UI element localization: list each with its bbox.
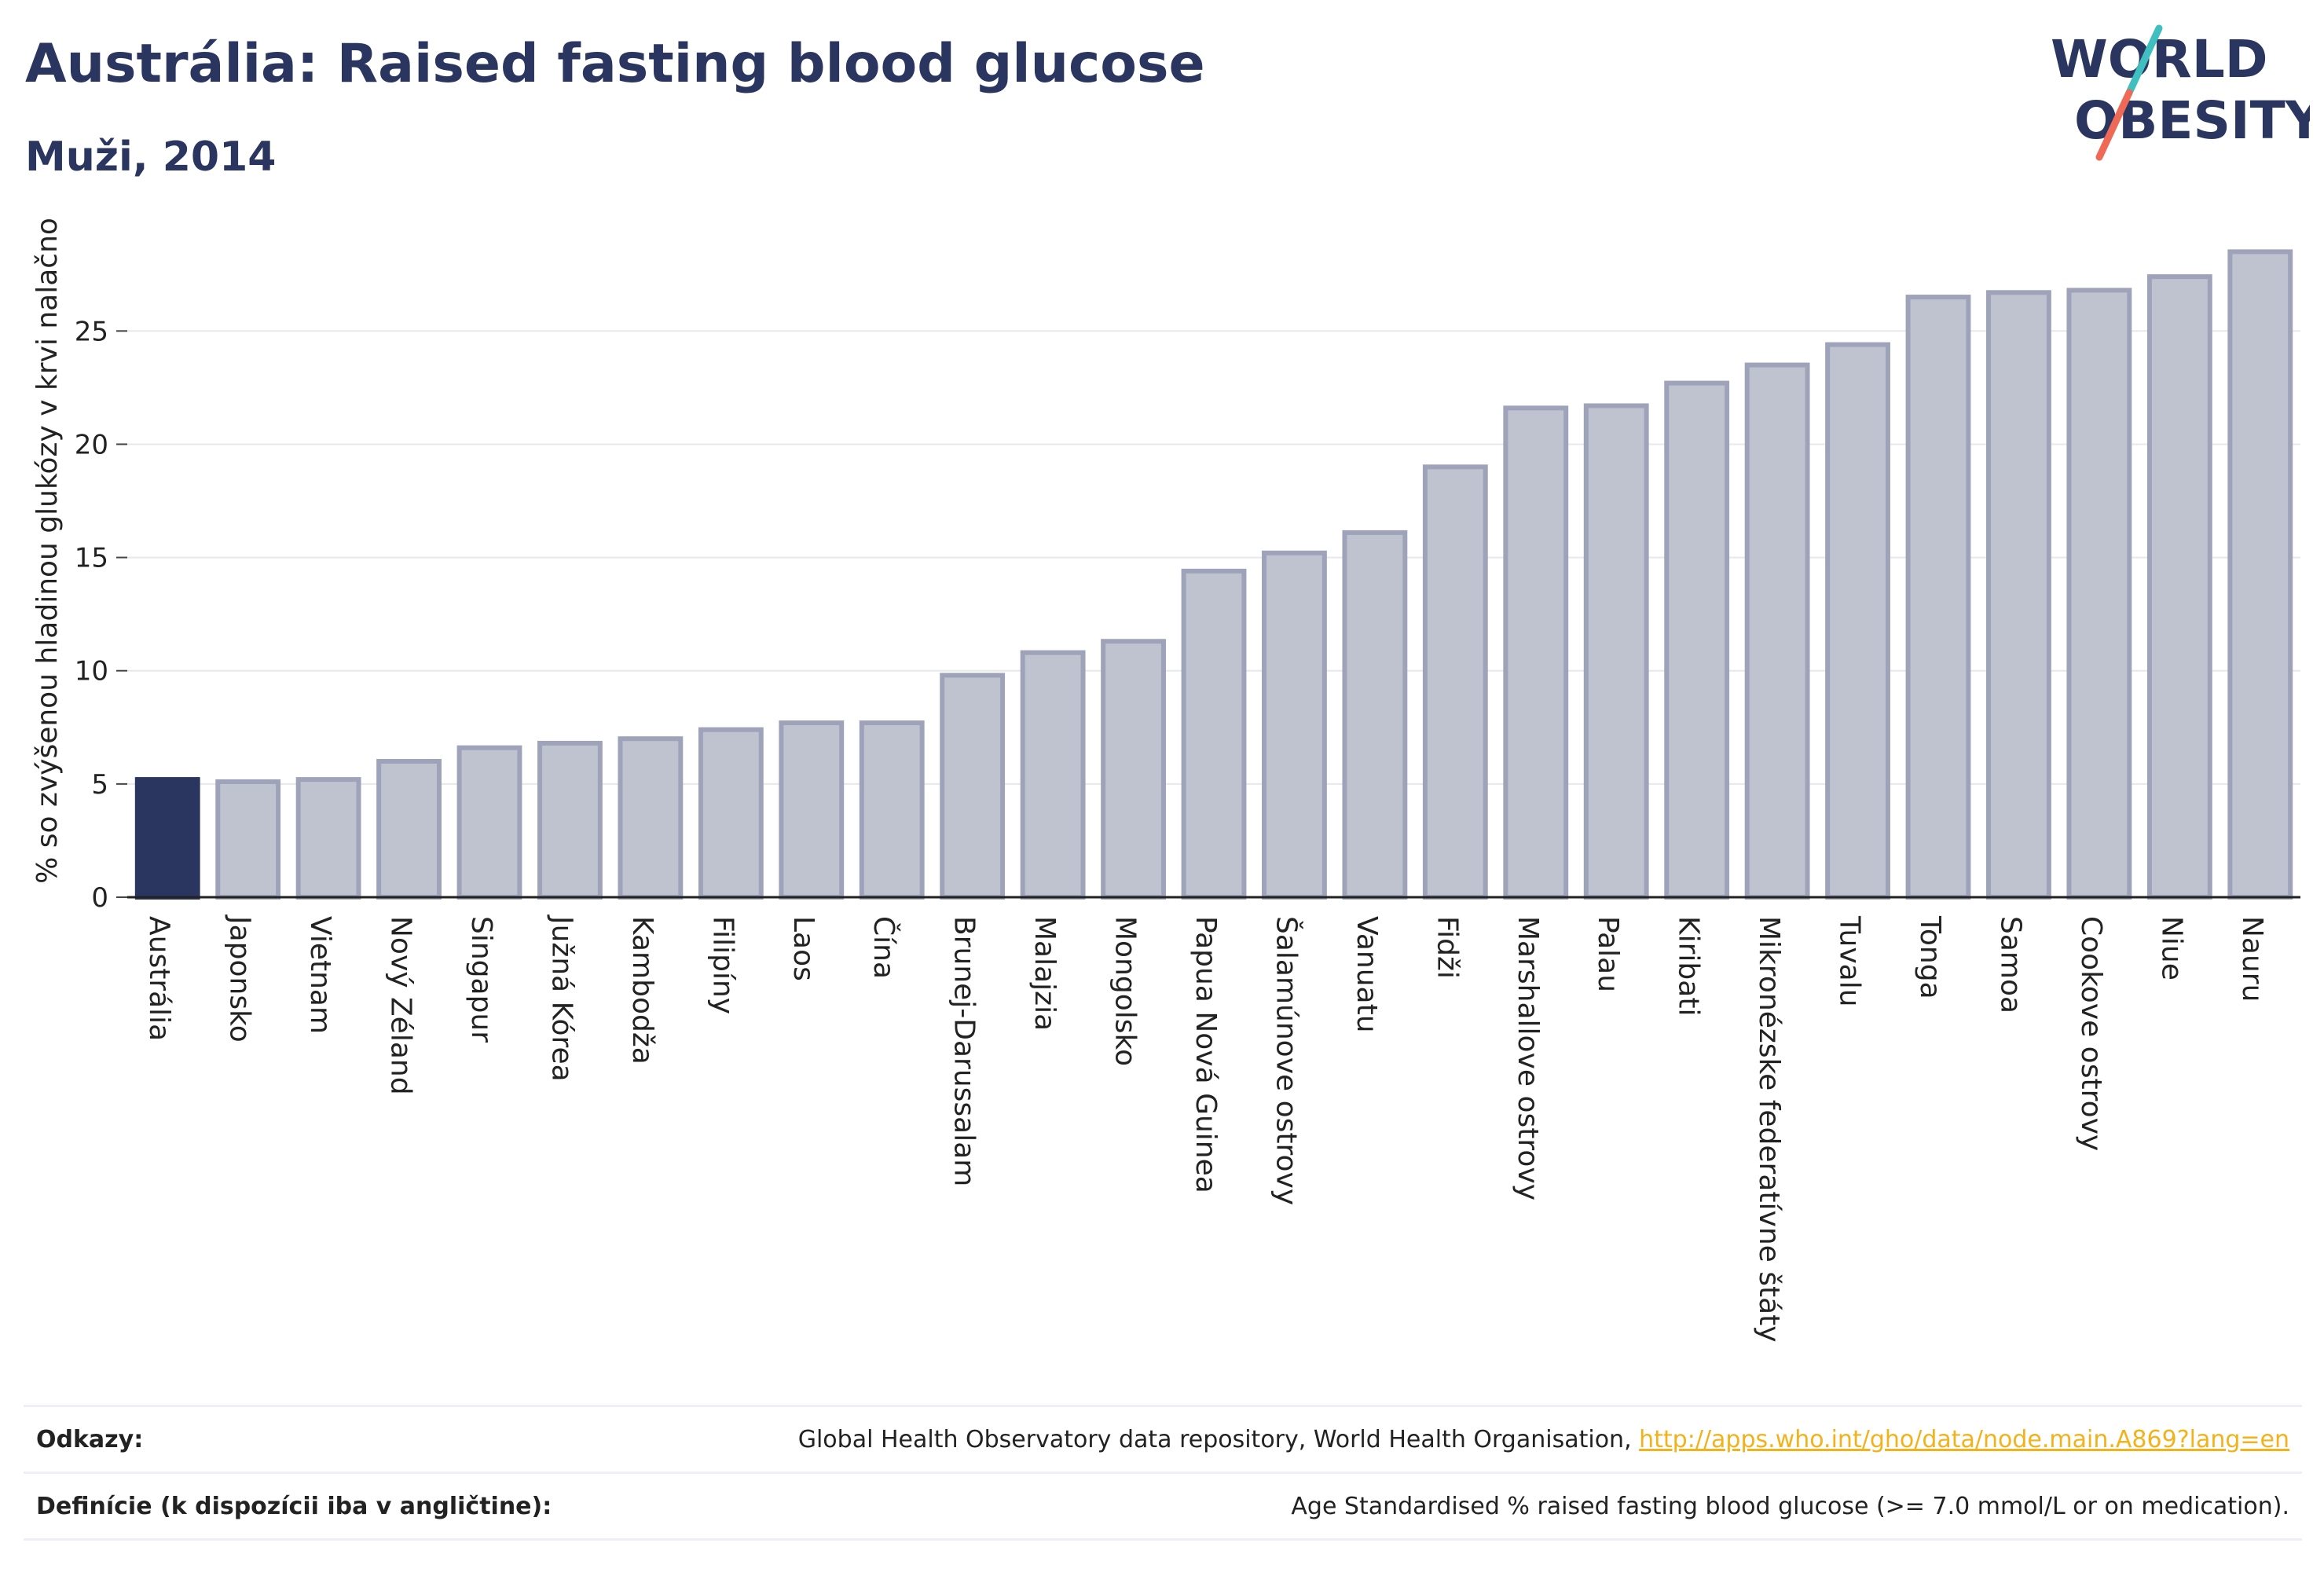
x-tick-labels: Austrália Japonsko Vietnam Nový Zéland Singa… (143, 914, 2268, 1343)
x-tick-label: Filipíny (706, 916, 739, 1014)
x-tick-label: Nauru (2236, 916, 2268, 1002)
references-text: Global Health Observatory data repositor… (797, 1425, 1640, 1453)
x-tick-label: Šalamúnove ostrovy (1270, 916, 1303, 1205)
x-tick-label: Nový Zéland (385, 916, 417, 1095)
definitions-row: Definície (k dispozícii iba v angličtine… (24, 1472, 2302, 1538)
bars (134, 249, 2293, 900)
definitions-text: Age Standardised % raised fasting blood … (1291, 1492, 2289, 1520)
x-tick-label: Čína (867, 916, 900, 979)
bar-0[interactable] (134, 777, 200, 900)
chart-subtitle: Muži, 2014 (25, 134, 277, 181)
references-row: Odkazy: Global Health Observatory data r… (24, 1405, 2302, 1472)
y-tick-label: 15 (75, 543, 108, 574)
y-tick-label: 20 (75, 429, 108, 460)
logo-slash-teal (2125, 24, 2163, 97)
bar-3[interactable] (376, 759, 442, 900)
bar-23[interactable] (1986, 290, 2051, 900)
x-tick-label: Vanuatu (1351, 916, 1383, 1033)
x-tick-label: Singapur (465, 916, 497, 1043)
x-tick-label: Kiribati (1673, 916, 1705, 1016)
x-tick-label: Papua Nová Guinea (1189, 916, 1222, 1193)
bar-13[interactable] (1181, 568, 1247, 900)
bar-10[interactable] (940, 673, 1006, 900)
y-axis-label: % so zvýšenou hladinou glukózy v krvi na… (31, 218, 64, 884)
references-value: Global Health Observatory data repositor… (798, 1426, 2302, 1453)
x-tick-label: Brunej-Darussalam (948, 916, 981, 1186)
y-tick-label: 25 (75, 316, 108, 347)
x-tick-label: Mongolsko (1109, 916, 1142, 1066)
chart-title: Austrália: Raised fasting blood glucose (25, 33, 1205, 95)
bar-1[interactable] (215, 779, 281, 900)
bar-17[interactable] (1503, 405, 1569, 900)
bar-9[interactable] (859, 720, 925, 900)
x-tick-label: Mikronézske federatívne štáty (1753, 916, 1785, 1343)
x-tick-label: Japonsko (224, 914, 256, 1043)
bar-26[interactable] (2227, 249, 2293, 900)
bar-15[interactable] (1342, 530, 1408, 900)
y-tick-label: 10 (75, 656, 108, 687)
bar-25[interactable] (2146, 274, 2212, 900)
references-link[interactable]: http://apps.who.int/gho/data/node.main.A… (1639, 1425, 2289, 1453)
y-tick-labels: 0 5 10 15 20 25 (75, 316, 127, 914)
y-tick-label: 5 (91, 769, 108, 801)
x-tick-label: Tuvalu (1834, 915, 1866, 1007)
y-tick-label: 0 (91, 882, 108, 914)
logo-slash-coral (2095, 89, 2133, 161)
bar-4[interactable] (456, 745, 522, 900)
footer-divider (24, 1538, 2302, 1541)
x-tick-label: Marshallove ostrovy (1512, 916, 1544, 1200)
bar-7[interactable] (698, 727, 764, 900)
bar-2[interactable] (295, 777, 361, 900)
bar-19[interactable] (1664, 380, 1730, 900)
bar-11[interactable] (1020, 650, 1086, 900)
bar-8[interactable] (779, 720, 845, 900)
references-label: Odkazy: (36, 1425, 144, 1453)
logo-line1: WORLD (2051, 29, 2268, 90)
x-tick-label: Austrália (143, 916, 175, 1041)
x-tick-label: Niue (2155, 916, 2187, 980)
bar-16[interactable] (1422, 464, 1488, 900)
x-tick-label: Cookove ostrovy (2075, 916, 2107, 1151)
x-tick-label: Laos (787, 916, 819, 981)
bar-12[interactable] (1101, 639, 1166, 900)
bar-6[interactable] (618, 736, 684, 900)
bar-5[interactable] (537, 740, 603, 900)
x-tick-label: Južná Kórea (545, 914, 577, 1082)
x-tick-label: Samoa (1994, 916, 2026, 1013)
x-tick-label: Palau (1592, 916, 1624, 992)
world-obesity-logo: WORLD OBESITY (2051, 24, 2310, 161)
bar-chart: 0 5 10 15 20 25 Austrália Japonsko Vietnam Nový … (31, 218, 2300, 1343)
x-tick-label: Fidži (1431, 916, 1463, 979)
bar-20[interactable] (1744, 362, 1810, 900)
x-tick-label: Malajzia (1028, 916, 1061, 1031)
x-tick-label: Vietnam (304, 916, 336, 1034)
x-tick-label: Kambodža (626, 916, 658, 1065)
definitions-label: Definície (k dispozícii iba v angličtine… (36, 1492, 552, 1520)
bar-24[interactable] (2066, 288, 2132, 900)
bar-21[interactable] (1825, 342, 1890, 900)
x-tick-label: Tonga (1914, 915, 1946, 999)
bar-22[interactable] (1905, 295, 1971, 900)
bar-18[interactable] (1583, 403, 1649, 900)
bar-14[interactable] (1262, 550, 1327, 900)
